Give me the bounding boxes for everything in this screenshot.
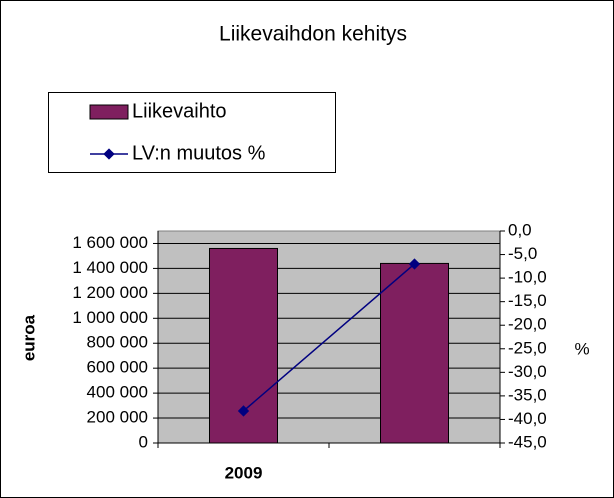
legend-label: LV:n muutos % bbox=[132, 142, 266, 164]
y2-tick-label: -35,0 bbox=[508, 385, 547, 404]
legend-label: Liikevaihto bbox=[132, 100, 227, 122]
bar bbox=[380, 262, 449, 444]
y-tick-label: 600 000 bbox=[87, 358, 148, 377]
y2-tick-label: -25,0 bbox=[508, 338, 547, 357]
y-tick-label: 200 000 bbox=[87, 408, 148, 427]
y2-tick-label: -20,0 bbox=[508, 315, 547, 334]
y2-tick-label: 0,0 bbox=[508, 220, 532, 239]
y2-axis-label: % bbox=[574, 339, 589, 358]
x-tick-label: 2009 bbox=[225, 463, 263, 482]
chart-title: Liikevaihdon kehitys bbox=[219, 23, 407, 46]
y2-tick-label: -40,0 bbox=[508, 409, 547, 428]
y-tick-label: 800 000 bbox=[87, 333, 148, 352]
line-marker bbox=[237, 405, 250, 417]
y2-tick-label: -30,0 bbox=[508, 362, 547, 381]
y2-tick-label: -5,0 bbox=[508, 244, 537, 263]
y-tick-label: 400 000 bbox=[87, 383, 148, 402]
y2-tick-label: -45,0 bbox=[508, 432, 547, 451]
bar bbox=[209, 247, 278, 444]
y-tick-label: 1 000 000 bbox=[72, 308, 148, 327]
y-tick-label: 1 600 000 bbox=[72, 233, 148, 252]
y2-tick-label: -15,0 bbox=[508, 291, 547, 310]
y2-tick-label: -10,0 bbox=[508, 268, 547, 287]
y-axis-label: euroa bbox=[19, 314, 38, 361]
line bbox=[243, 263, 415, 412]
y-tick-label: 0 bbox=[139, 432, 148, 451]
legend-swatch bbox=[89, 104, 129, 120]
y-tick-label: 1 400 000 bbox=[72, 258, 148, 277]
y-tick-label: 1 200 000 bbox=[72, 283, 148, 302]
line-marker bbox=[408, 258, 421, 270]
